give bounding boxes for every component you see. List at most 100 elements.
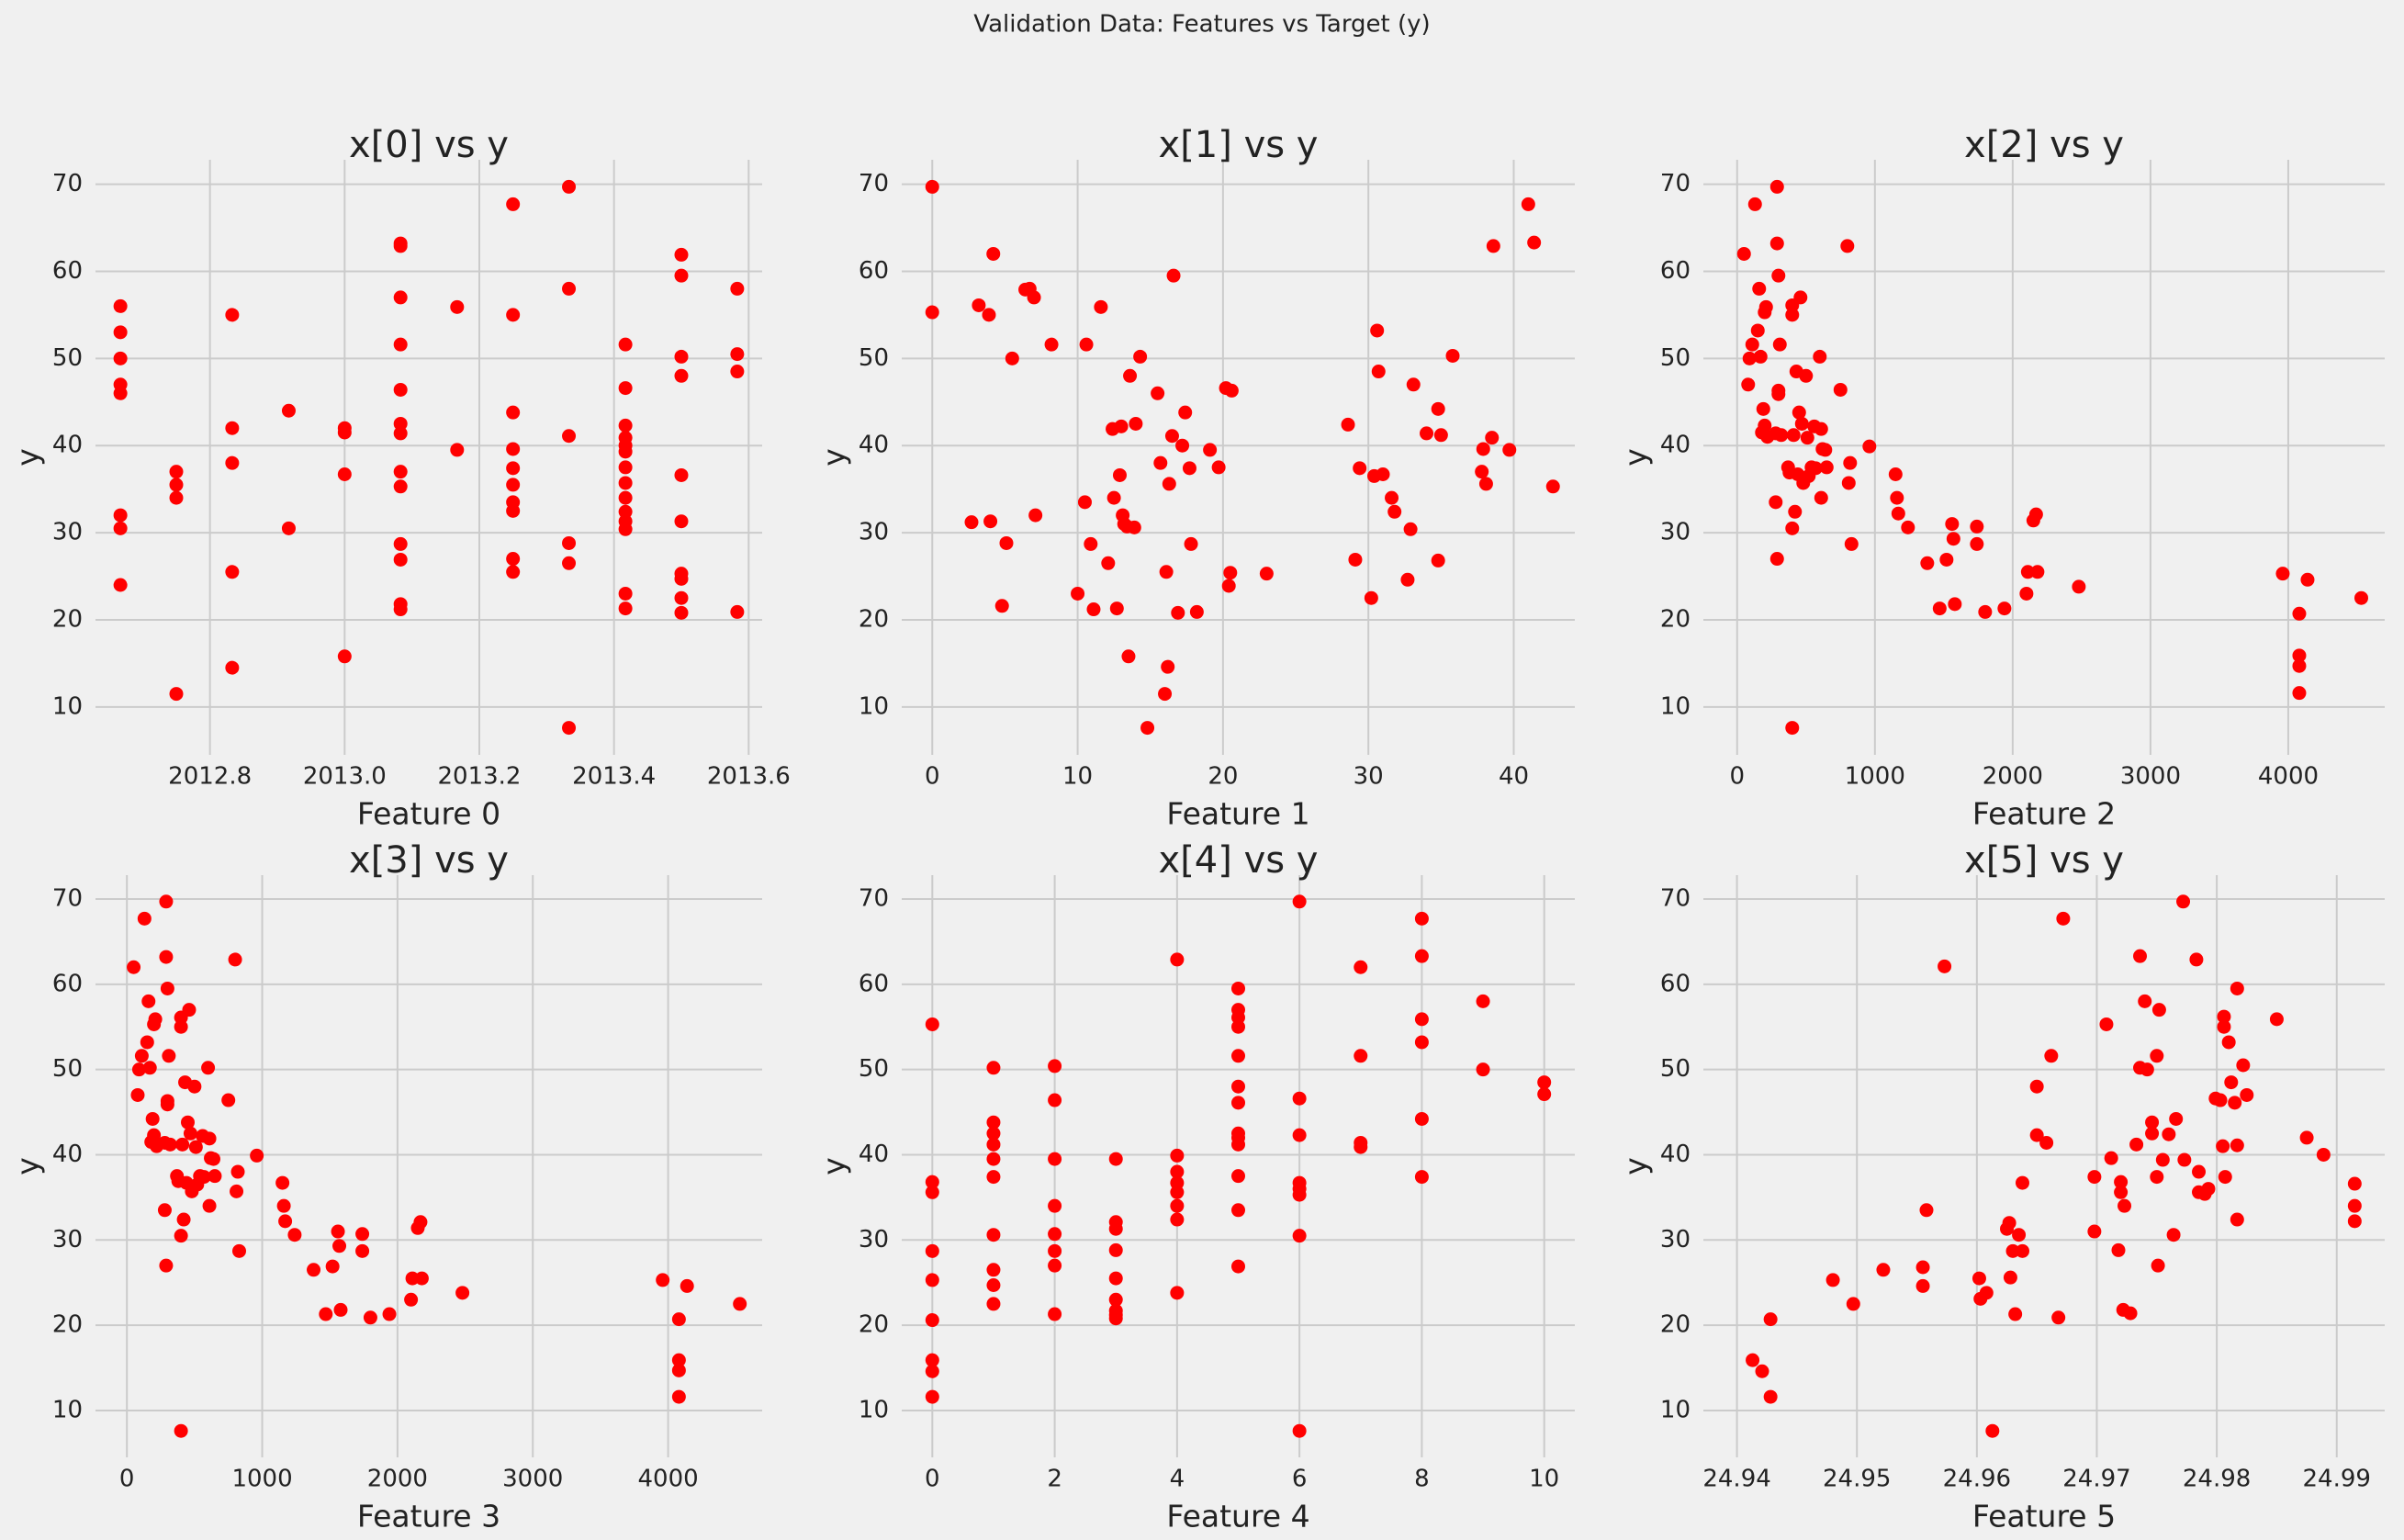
y-axis-label: y bbox=[816, 1157, 852, 1175]
y-tick-label: 40 bbox=[52, 432, 83, 459]
point bbox=[1745, 337, 1759, 352]
point bbox=[506, 308, 521, 322]
point bbox=[169, 478, 184, 492]
point bbox=[2087, 1170, 2102, 1185]
point bbox=[2176, 894, 2191, 909]
x-tick-label: 2 bbox=[1047, 1466, 1062, 1493]
point bbox=[925, 1243, 939, 1258]
point bbox=[2230, 1212, 2244, 1227]
x-tick-label: 0 bbox=[119, 1466, 135, 1493]
point bbox=[2030, 565, 2045, 579]
point bbox=[2028, 507, 2043, 522]
point bbox=[1231, 1169, 1245, 1184]
point bbox=[983, 514, 998, 529]
point bbox=[2217, 1009, 2231, 1024]
point bbox=[1129, 416, 1143, 431]
y-tick-label: 20 bbox=[52, 1311, 83, 1339]
point bbox=[169, 490, 184, 505]
point bbox=[1769, 179, 1784, 194]
point bbox=[127, 960, 141, 974]
point bbox=[506, 461, 521, 476]
point bbox=[382, 1307, 397, 1321]
y-tick-label: 50 bbox=[859, 1055, 889, 1083]
point bbox=[414, 1271, 429, 1286]
point bbox=[1840, 239, 1855, 253]
x-tick-label: 10 bbox=[1062, 763, 1093, 791]
point bbox=[1353, 461, 1367, 476]
point bbox=[1792, 405, 1806, 420]
point bbox=[618, 337, 633, 352]
x-axis-label: Feature 1 bbox=[1166, 796, 1309, 832]
point bbox=[618, 504, 633, 519]
point bbox=[2166, 1228, 2181, 1242]
y-axis-label: y bbox=[10, 1157, 46, 1175]
y-tick-label: 30 bbox=[859, 1226, 889, 1253]
point bbox=[1159, 565, 1174, 579]
point bbox=[1769, 236, 1784, 251]
point bbox=[2151, 1003, 2166, 1017]
y-tick-label: 70 bbox=[52, 884, 83, 912]
point bbox=[1048, 1227, 1062, 1242]
point bbox=[1833, 382, 1848, 397]
point bbox=[1545, 479, 1560, 494]
point bbox=[1785, 308, 1800, 322]
point bbox=[1844, 536, 1859, 551]
point bbox=[1774, 428, 1789, 443]
point bbox=[674, 590, 689, 605]
x-tick-label: 24.97 bbox=[2062, 1466, 2130, 1493]
x-tick-label: 3000 bbox=[2120, 763, 2181, 791]
point bbox=[925, 1364, 939, 1378]
point bbox=[113, 521, 128, 535]
point bbox=[1433, 428, 1448, 443]
y-tick-label: 10 bbox=[52, 1396, 83, 1423]
point bbox=[1888, 467, 1903, 482]
point bbox=[159, 894, 174, 909]
point bbox=[994, 599, 1009, 613]
point bbox=[2087, 1224, 2102, 1239]
point bbox=[174, 1019, 188, 1034]
point bbox=[113, 298, 128, 313]
x-tick-label: 24.94 bbox=[1702, 1466, 1770, 1493]
point bbox=[986, 1126, 1001, 1141]
point bbox=[169, 687, 184, 702]
point bbox=[2292, 658, 2307, 673]
point bbox=[1786, 428, 1801, 443]
point bbox=[1108, 1292, 1123, 1307]
point bbox=[1486, 239, 1500, 253]
point bbox=[1843, 455, 1858, 470]
point bbox=[1164, 429, 1179, 444]
point bbox=[618, 460, 633, 475]
point bbox=[1109, 601, 1124, 616]
point bbox=[137, 911, 152, 926]
point bbox=[225, 660, 240, 675]
point bbox=[2019, 586, 2034, 601]
point bbox=[986, 1170, 1001, 1185]
y-tick-label: 60 bbox=[859, 970, 889, 997]
point bbox=[141, 994, 156, 1008]
point bbox=[221, 1093, 236, 1107]
point bbox=[1114, 419, 1129, 433]
point bbox=[925, 1185, 939, 1199]
point bbox=[450, 443, 465, 457]
point bbox=[2015, 1175, 2029, 1190]
point bbox=[1086, 602, 1101, 617]
figure-title: Validation Data: Features vs Target (y) bbox=[973, 11, 1430, 39]
point bbox=[145, 1111, 160, 1126]
point bbox=[1224, 383, 1239, 398]
point bbox=[562, 535, 577, 550]
y-axis-label: y bbox=[10, 448, 46, 466]
point bbox=[1756, 401, 1770, 416]
point bbox=[1758, 299, 1773, 314]
point bbox=[1420, 426, 1434, 441]
point bbox=[730, 281, 745, 296]
point bbox=[1948, 597, 1962, 612]
x-tick-label: 24.95 bbox=[1823, 1466, 1891, 1493]
x-tick-label: 24.99 bbox=[2303, 1466, 2371, 1493]
x-tick-label: 24.96 bbox=[1943, 1466, 2011, 1493]
point bbox=[986, 1277, 1001, 1292]
point bbox=[1813, 349, 1827, 364]
point bbox=[1292, 1229, 1307, 1243]
point bbox=[1825, 1273, 1840, 1287]
point bbox=[187, 1079, 202, 1094]
x-tick-label: 2013.2 bbox=[438, 763, 522, 791]
